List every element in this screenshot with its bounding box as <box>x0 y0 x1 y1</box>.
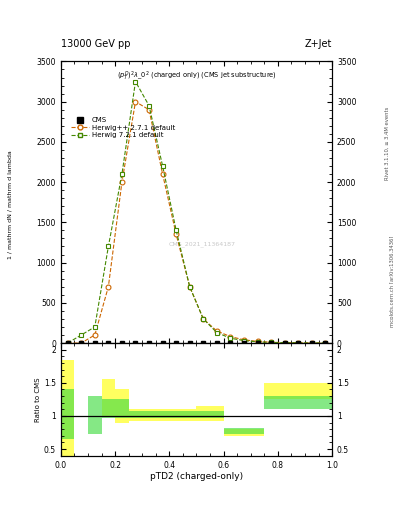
Y-axis label: Ratio to CMS: Ratio to CMS <box>35 377 41 421</box>
Legend: CMS, Herwig++ 2.7.1 default, Herwig 7.2.1 default: CMS, Herwig++ 2.7.1 default, Herwig 7.2.… <box>70 116 177 140</box>
Text: $(p_T^D)^2\lambda\_0^2$ (charged only) (CMS jet substructure): $(p_T^D)^2\lambda\_0^2$ (charged only) (… <box>117 70 276 83</box>
X-axis label: pTD2 (charged-only): pTD2 (charged-only) <box>150 472 243 481</box>
Text: Z+Jet: Z+Jet <box>305 38 332 49</box>
Text: 13000 GeV pp: 13000 GeV pp <box>61 38 130 49</box>
Text: Rivet 3.1.10, ≥ 3.4M events: Rivet 3.1.10, ≥ 3.4M events <box>385 106 389 180</box>
Text: CMS_2021_11364187: CMS_2021_11364187 <box>169 242 235 247</box>
Text: 1 / mathrm dN / mathrm d lambda: 1 / mathrm dN / mathrm d lambda <box>7 151 12 259</box>
Text: mcplots.cern.ch [arXiv:1306.3436]: mcplots.cern.ch [arXiv:1306.3436] <box>390 236 393 327</box>
